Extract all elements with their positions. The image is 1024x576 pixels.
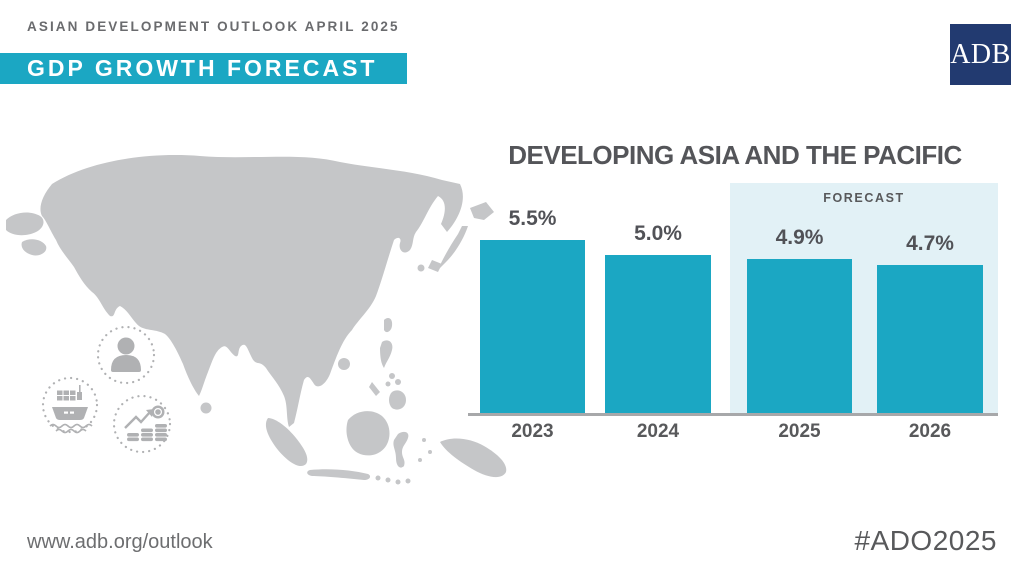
philippines-island-dot xyxy=(395,379,401,385)
philippines-island-dot xyxy=(385,381,391,387)
coins-growth-icon xyxy=(112,394,172,454)
bar-value-label-2025: 4.9% xyxy=(775,226,824,249)
bar-2025 xyxy=(747,259,852,413)
japan-hokkaido-shape xyxy=(470,202,494,220)
west-asia-shape-2 xyxy=(21,239,47,256)
west-asia-shape xyxy=(6,212,44,236)
moluccas-dot xyxy=(418,458,422,462)
bar-value-label-2024: 5.0% xyxy=(634,222,682,245)
lesser-sunda-dot xyxy=(405,478,411,484)
java-shape xyxy=(307,469,371,480)
bar-value-label-2026: 4.7% xyxy=(906,232,954,255)
sulawesi-shape xyxy=(393,431,409,468)
sri-lanka-shape xyxy=(200,402,212,414)
philippines-luzon-shape xyxy=(380,340,393,368)
adb-logo: ADB xyxy=(950,24,1011,85)
bar-2023 xyxy=(480,240,585,413)
chart-title: DEVELOPING ASIA AND THE PACIFIC xyxy=(508,140,962,170)
asia-map xyxy=(6,155,507,485)
page-title: GDP GROWTH FORECAST xyxy=(27,55,378,81)
bar-2026 xyxy=(877,265,983,413)
moluccas-dot xyxy=(422,438,426,442)
footer-hashtag: #ADO2025 xyxy=(854,525,997,556)
sumatra-shape xyxy=(265,418,308,467)
bar-2024 xyxy=(605,255,711,413)
hainan-shape xyxy=(338,358,350,370)
lesser-sunda-dot xyxy=(385,477,391,483)
lesser-sunda-dot xyxy=(375,475,381,481)
philippines-island-dot xyxy=(389,373,395,379)
person-icon xyxy=(96,325,156,385)
japan-honshu-shape xyxy=(438,226,468,270)
kicker-text: ASIAN DEVELOPMENT OUTLOOK APRIL 2025 xyxy=(27,19,400,34)
japan-kyushu-shape xyxy=(428,260,442,272)
forecast-label: FORECAST xyxy=(823,191,905,205)
bar-value-label-2023: 5.5% xyxy=(508,207,557,230)
moluccas-dot xyxy=(428,450,432,454)
asia-mainland-shape xyxy=(40,155,463,427)
footer-url: www.adb.org/outlook xyxy=(27,531,213,553)
japan-island-dot xyxy=(417,264,425,272)
borneo-shape xyxy=(346,411,390,456)
taiwan-shape xyxy=(384,318,393,333)
cargo-ship-icon xyxy=(41,376,99,434)
axis-year-2024: 2024 xyxy=(636,421,680,442)
title-banner: GDP GROWTH FORECAST xyxy=(0,53,407,84)
axis-year-2025: 2025 xyxy=(778,421,821,442)
lesser-sunda-dot xyxy=(395,479,401,485)
sakhalin-shape xyxy=(447,190,458,216)
new-guinea-shape xyxy=(440,438,507,478)
asia-map-container xyxy=(0,140,512,560)
philippines-mindanao-shape xyxy=(389,390,406,410)
axis-year-2023: 2023 xyxy=(511,421,554,442)
x-axis-baseline xyxy=(468,413,998,416)
axis-year-2026: 2026 xyxy=(908,421,952,442)
adb-logo-text: ADB xyxy=(950,38,1011,70)
palawan-shape xyxy=(369,382,380,396)
